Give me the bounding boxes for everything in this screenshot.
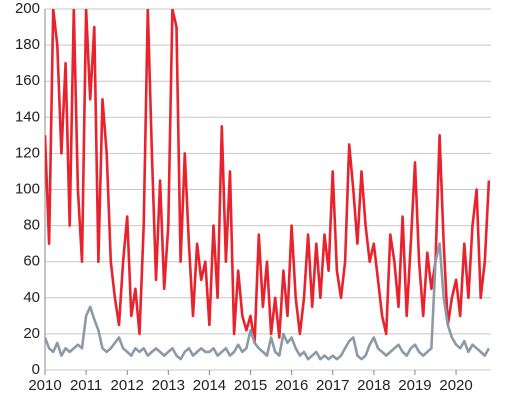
x-tick-label: 2010: [28, 377, 61, 394]
y-tick-label: 20: [23, 325, 40, 342]
y-tick-label: 60: [23, 253, 40, 270]
x-tick-label: 2013: [152, 377, 185, 394]
x-tick-label: 2015: [234, 377, 267, 394]
x-tick-label: 2014: [193, 377, 226, 394]
y-tick-label: 80: [23, 217, 40, 234]
x-tick-label: 2018: [357, 377, 390, 394]
y-tick-label: 160: [15, 72, 40, 89]
y-tick-label: 40: [23, 289, 40, 306]
y-tick-label: 180: [15, 36, 40, 53]
x-tick-label: 2012: [111, 377, 144, 394]
line-series: [45, 242, 491, 361]
x-tick-label: 2020: [439, 377, 472, 394]
y-tick-label: 140: [15, 108, 40, 125]
y-tick-label: 0: [32, 361, 40, 378]
x-tick-label: 2016: [275, 377, 308, 394]
y-tick-label: 200: [15, 0, 40, 17]
x-tick-label: 2019: [398, 377, 431, 394]
plot-area: [45, 9, 491, 361]
y-tick-label: 120: [15, 144, 40, 161]
line-series: [45, 9, 491, 345]
grid: [44, 8, 491, 375]
x-tick-label: 2011: [70, 377, 102, 394]
x-tick-label: 2017: [316, 377, 349, 394]
y-tick-label: 100: [15, 180, 40, 197]
